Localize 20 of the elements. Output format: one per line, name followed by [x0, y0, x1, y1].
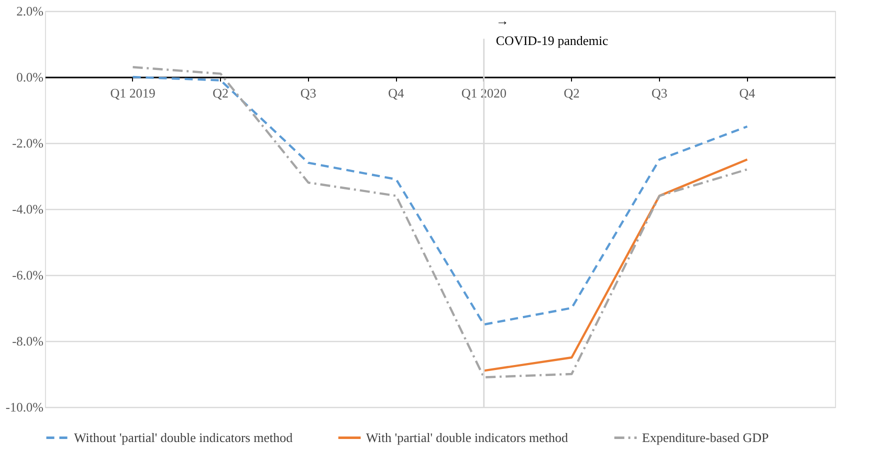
x-tick-label: Q4: [388, 86, 405, 100]
y-tick-label: 2.0%: [16, 4, 44, 18]
legend-label: Without 'partial' double indicators method: [74, 430, 294, 445]
x-tick-label: Q2: [564, 86, 580, 100]
x-tick-label: Q1 2020: [461, 86, 506, 100]
y-tick-label: -6.0%: [12, 268, 44, 282]
y-tick-label: -4.0%: [12, 202, 44, 216]
legend-label: With 'partial' double indicators method: [366, 430, 568, 445]
x-tick-label: Q3: [652, 86, 668, 100]
x-tick-label: Q2: [212, 86, 228, 100]
y-tick-label: -10.0%: [6, 400, 44, 414]
y-tick-label: -8.0%: [12, 334, 44, 348]
y-tick-label: -2.0%: [12, 136, 44, 150]
x-tick-label: Q1 2019: [110, 86, 156, 100]
x-tick-label: Q3: [300, 86, 316, 100]
x-tick-label: Q4: [739, 86, 756, 100]
ref-line-label: → COVID-19 pandemic: [496, 12, 608, 48]
line-series: [482, 158, 748, 372]
y-tick-label: 0.0%: [16, 70, 44, 84]
legend-label: Expenditure-based GDP: [642, 430, 769, 445]
